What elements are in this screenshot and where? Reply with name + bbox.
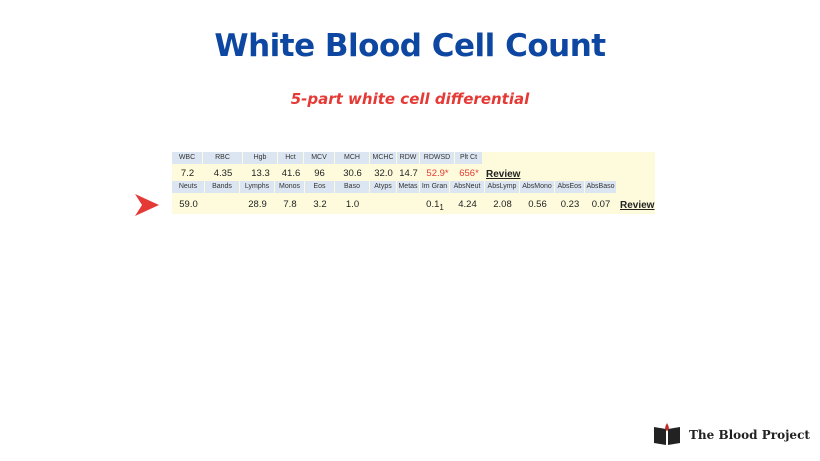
result-value: 28.9	[248, 199, 267, 210]
column-header: WBC	[172, 152, 203, 164]
column-header: Lymphs	[240, 181, 275, 193]
column-header: Atyps	[370, 181, 397, 193]
result-value: 30.6	[343, 168, 362, 179]
result-value: 2.08	[493, 199, 512, 210]
column-header: RBC	[203, 152, 243, 164]
column-header: Neuts	[172, 181, 205, 193]
result-value: 52.9*	[426, 168, 449, 179]
result-value: 7.8	[283, 199, 297, 210]
result-value: 4.35	[213, 168, 233, 179]
column-header: AbsEos	[555, 181, 585, 193]
result-value: 13.3	[251, 168, 270, 179]
result-value: 0.07	[591, 199, 611, 210]
column-header: Plt Ct	[455, 152, 483, 164]
column-header: AbsNeut	[450, 181, 485, 193]
logo-icon	[654, 423, 680, 445]
logo: The Blood Project	[652, 423, 810, 447]
result-value: 0.56	[528, 199, 547, 210]
review-link[interactable]: Review	[620, 200, 655, 211]
pointer-arrow	[135, 194, 159, 216]
title: White Blood Cell Count	[214, 28, 606, 64]
column-header: Im Gran	[420, 181, 450, 193]
result-value: 0.11	[426, 199, 444, 212]
result-value: 1.0	[345, 199, 360, 210]
column-header: AbsMono	[520, 181, 555, 193]
column-header: MCV	[304, 152, 335, 164]
result-value: 96	[314, 168, 325, 179]
logo-text: The Blood Project	[689, 428, 810, 442]
review-link[interactable]: Review	[486, 169, 521, 180]
result-value: 7.2	[180, 168, 195, 179]
result-value: 41.6	[281, 168, 301, 179]
result-value: 4.24	[458, 199, 477, 210]
column-header: RDW	[397, 152, 420, 164]
column-header: Eos	[305, 181, 335, 193]
column-header: Metas	[397, 181, 420, 193]
column-header: RDWSD	[420, 152, 455, 164]
column-header: Bands	[205, 181, 240, 193]
column-header: AbsBaso	[585, 181, 617, 193]
column-header: MCH	[335, 152, 370, 164]
footnote-marker: 1	[439, 202, 444, 212]
result-value: 0.23	[560, 199, 580, 210]
result-value: 32.0	[374, 168, 393, 179]
result-value: 656*	[459, 168, 479, 179]
lab-results: WBC 7.2 RBC 4.35 Hgb 13.3 Hct 41.6 MCV 96 MCH 30.6 M…	[172, 152, 655, 214]
subtitle: 5-part white cell differential	[290, 90, 530, 108]
column-header: MCHC	[370, 152, 397, 164]
column-header: Monos	[275, 181, 305, 193]
column-header: Hct	[278, 152, 304, 164]
column-header: AbsLymp	[485, 181, 520, 193]
result-value: 3.2	[313, 199, 327, 210]
result-value: 59.0	[179, 199, 198, 210]
result-value: 14.7	[399, 168, 418, 179]
column-header: Hgb	[243, 152, 278, 164]
column-header: Baso	[335, 181, 370, 193]
